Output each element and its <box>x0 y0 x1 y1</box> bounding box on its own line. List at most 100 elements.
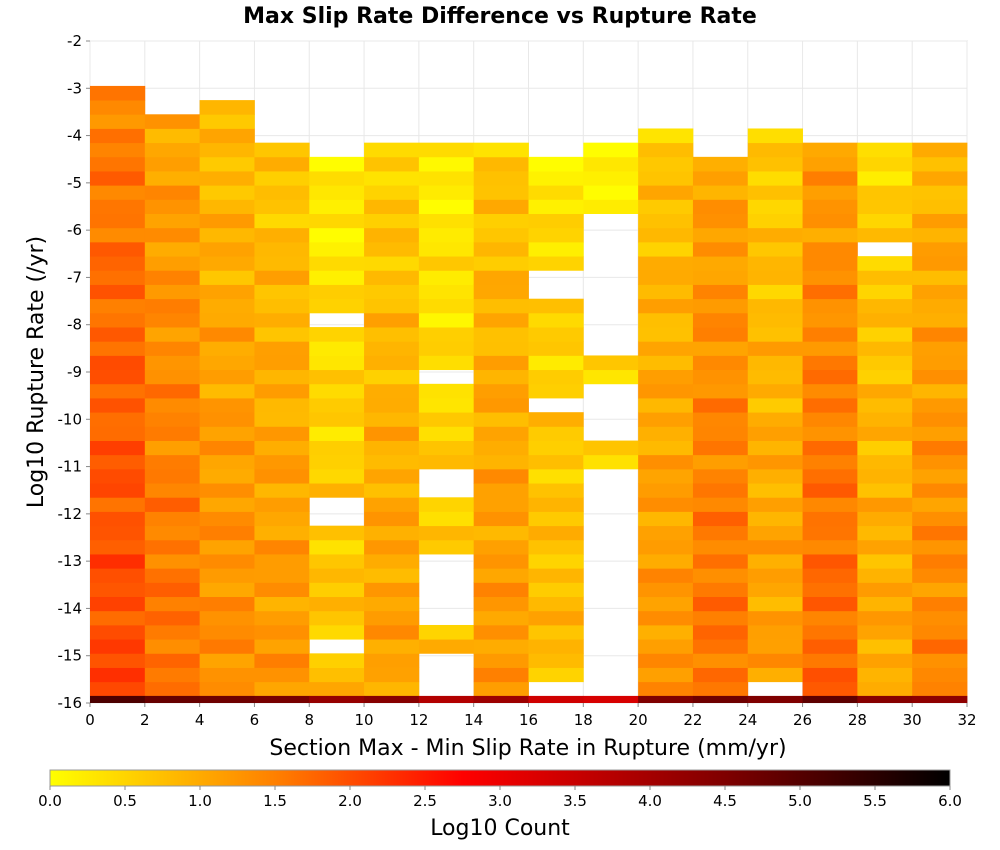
heatmap-cell <box>309 539 365 555</box>
heatmap-cell <box>473 539 529 555</box>
heatmap-cell <box>364 582 420 598</box>
heatmap-cell <box>857 383 913 399</box>
heatmap-cell <box>747 412 803 427</box>
heatmap-cell-bottom <box>802 695 858 703</box>
x-tick-label: 0 <box>85 711 95 729</box>
heatmap-cell <box>418 525 475 541</box>
heatmap-cell <box>528 525 584 541</box>
heatmap-cell <box>638 610 694 626</box>
heatmap-cell <box>692 582 749 598</box>
heatmap-cell <box>309 199 365 214</box>
heatmap-cell <box>144 497 201 512</box>
heatmap-cell <box>473 341 529 356</box>
heatmap-cell <box>802 426 858 441</box>
heatmap-cell <box>747 398 803 413</box>
heatmap-cell <box>144 241 201 257</box>
heatmap-cell <box>802 171 858 186</box>
x-tick-label: 26 <box>793 711 812 729</box>
heatmap-cell <box>90 114 146 129</box>
heatmap-cell <box>912 270 968 285</box>
heatmap-cell <box>254 369 310 385</box>
heatmap-cell <box>692 312 749 328</box>
heatmap-cell <box>528 539 584 555</box>
heatmap-cell <box>528 554 584 569</box>
heatmap-cell <box>912 582 968 598</box>
heatmap-cell <box>90 624 146 640</box>
heatmap-cell <box>802 298 858 314</box>
x-tick-label: 6 <box>250 711 260 729</box>
heatmap-cell-bottom <box>857 695 913 703</box>
heatmap-cell <box>747 128 803 144</box>
heatmap-cell <box>747 653 803 668</box>
heatmap-cell <box>309 483 365 498</box>
heatmap-cell <box>144 369 201 385</box>
heatmap-cell <box>418 142 475 158</box>
heatmap-cell <box>90 312 146 328</box>
heatmap-cell <box>254 525 310 541</box>
heatmap-cell <box>418 270 475 285</box>
heatmap-cell <box>144 483 201 498</box>
heatmap-cell <box>309 412 365 427</box>
heatmap-cell <box>857 596 913 612</box>
heatmap-cell <box>747 312 803 328</box>
heatmap-cell <box>638 241 694 257</box>
heatmap-cell <box>144 171 201 186</box>
heatmap-cell <box>473 312 529 328</box>
heatmap-cell <box>528 511 584 527</box>
heatmap-cell <box>364 199 420 214</box>
heatmap-cell <box>802 355 858 371</box>
y-tick-label: -3 <box>67 79 82 97</box>
heatmap-cell <box>309 383 365 399</box>
x-axis-label: Section Max - Min Slip Rate in Rupture (… <box>269 736 786 761</box>
heatmap-cell <box>418 312 475 328</box>
heatmap-cell <box>254 582 310 598</box>
heatmap-cell <box>802 653 858 668</box>
heatmap-cell <box>90 327 146 342</box>
heatmap-cell <box>418 624 475 640</box>
heatmap-cell <box>473 653 529 668</box>
heatmap-cell <box>199 327 255 342</box>
colorbar-tick-label: 2.5 <box>413 792 437 810</box>
heatmap-cell <box>692 667 749 683</box>
heatmap-cell <box>364 256 420 271</box>
heatmap-cell <box>418 156 475 172</box>
heatmap-cell <box>309 156 365 172</box>
heatmap-cell <box>583 355 639 371</box>
heatmap-cell <box>912 156 968 172</box>
heatmap-cell <box>802 341 858 356</box>
heatmap-cell <box>747 426 803 441</box>
heatmap-cell <box>473 355 529 371</box>
heatmap-cell <box>90 355 146 371</box>
heatmap-cell <box>857 639 913 654</box>
heatmap-cell <box>254 256 310 271</box>
heatmap-cell <box>144 327 201 342</box>
heatmap-cell-bottom <box>528 695 584 703</box>
heatmap-cell <box>857 554 913 569</box>
heatmap-cell <box>254 383 310 399</box>
heatmap-cell <box>199 341 255 356</box>
heatmap-cell <box>418 398 475 413</box>
heatmap-cell-bottom <box>90 695 146 703</box>
heatmap-cell <box>638 128 694 144</box>
heatmap-cell <box>638 426 694 441</box>
heatmap-cell <box>473 185 529 200</box>
heatmap-cell <box>199 440 255 456</box>
heatmap-cell <box>528 440 584 456</box>
heatmap-cell <box>364 511 420 527</box>
heatmap-cell <box>199 156 255 172</box>
heatmap-cell-bottom <box>418 695 475 703</box>
heatmap-cell <box>912 312 968 328</box>
heatmap-cell <box>309 341 365 356</box>
heatmap-cell <box>802 142 858 158</box>
heatmap-cell-bottom <box>254 695 310 703</box>
heatmap-cell-bottom <box>912 695 968 703</box>
y-tick-label: -13 <box>58 552 83 570</box>
heatmap-cell <box>912 554 968 569</box>
heatmap-cell <box>418 497 475 512</box>
heatmap-cell <box>254 142 310 158</box>
x-tick-label: 28 <box>848 711 867 729</box>
y-tick-label: -14 <box>58 599 83 617</box>
heatmap-cell <box>638 568 694 583</box>
y-tick-label: -5 <box>67 174 82 192</box>
heatmap-cell <box>254 298 310 314</box>
